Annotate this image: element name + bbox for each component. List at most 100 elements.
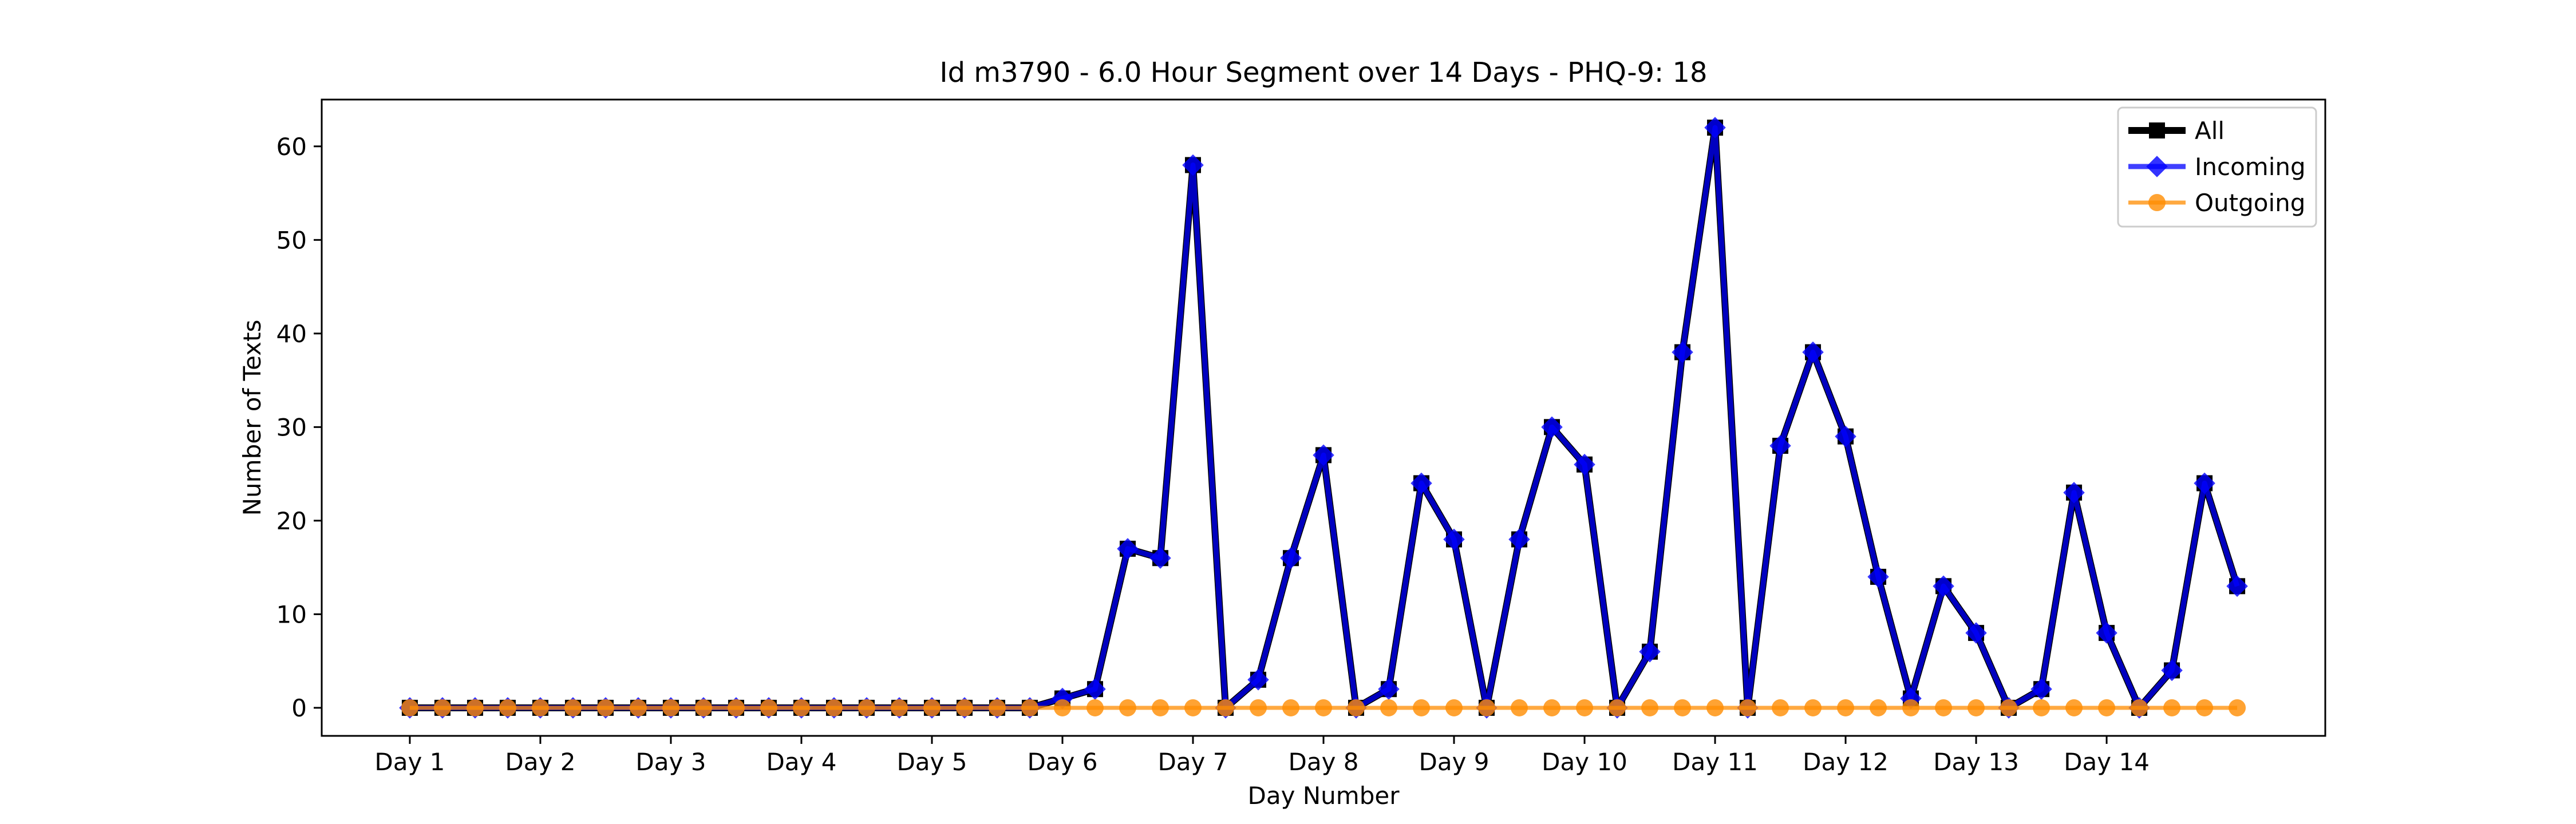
data-point-incoming — [1280, 547, 1302, 569]
data-point-outgoing — [858, 699, 875, 716]
data-point-incoming — [1802, 341, 1824, 363]
data-point-incoming — [1411, 472, 1432, 494]
x-tick-label: Day 8 — [1288, 748, 1358, 776]
x-tick-label: Day 5 — [896, 748, 967, 776]
x-tick-label: Day 2 — [505, 748, 575, 776]
data-point-incoming — [1835, 425, 1856, 447]
data-point-outgoing — [1086, 699, 1104, 716]
data-point-outgoing — [1445, 699, 1463, 716]
data-point-outgoing — [955, 699, 973, 716]
data-point-outgoing — [1772, 699, 1789, 716]
y-tick-label: 0 — [291, 694, 307, 722]
data-point-outgoing — [466, 699, 484, 716]
data-point-outgoing — [1380, 699, 1398, 716]
data-point-incoming — [2063, 482, 2085, 504]
data-point-outgoing — [1674, 699, 1692, 716]
data-point-incoming — [2161, 659, 2183, 682]
data-point-outgoing — [433, 699, 451, 716]
data-point-outgoing — [1870, 699, 1887, 716]
legend-entry-outgoing: Outgoing — [2128, 189, 2305, 217]
y-tick-label: 30 — [276, 413, 307, 441]
legend-label-outgoing: Outgoing — [2195, 189, 2305, 217]
data-point-incoming — [1639, 641, 1661, 663]
data-point-incoming — [1508, 528, 1530, 550]
data-point-outgoing — [1935, 699, 1953, 716]
data-point-outgoing — [401, 699, 418, 716]
data-point-incoming — [1965, 622, 1987, 644]
data-point-outgoing — [1119, 699, 1136, 716]
data-point-outgoing — [1053, 699, 1071, 716]
x-tick-label: Day 11 — [1672, 748, 1758, 776]
x-tick-label: Day 7 — [1157, 748, 1228, 776]
x-tick-label: Day 4 — [766, 748, 836, 776]
data-point-outgoing — [727, 699, 745, 716]
data-point-outgoing — [1315, 699, 1332, 716]
data-point-outgoing — [1804, 699, 1822, 716]
data-point-incoming — [1182, 154, 1204, 176]
y-tick-label: 10 — [276, 600, 307, 628]
y-tick-label: 40 — [276, 320, 307, 348]
data-point-outgoing — [1543, 699, 1561, 716]
legend-label-incoming: Incoming — [2195, 153, 2306, 181]
legend-frame — [2117, 106, 2317, 228]
data-point-incoming — [2226, 575, 2248, 597]
data-point-outgoing — [2000, 699, 2018, 716]
data-point-outgoing — [988, 699, 1006, 716]
data-point-outgoing — [1282, 699, 1299, 716]
data-point-outgoing — [564, 699, 582, 716]
data-point-outgoing — [1216, 699, 1234, 716]
legend-entry-incoming: Incoming — [2128, 153, 2306, 181]
series-layer — [399, 117, 2248, 719]
data-point-incoming — [1867, 566, 1889, 588]
data-point-outgoing — [2098, 699, 2116, 716]
data-point-outgoing — [2196, 699, 2214, 716]
data-point-outgoing — [1609, 699, 1626, 716]
data-point-outgoing — [1576, 699, 1594, 716]
data-point-outgoing — [1739, 699, 1757, 716]
x-tick-label: Day 10 — [1542, 748, 1627, 776]
data-point-incoming — [1117, 538, 1139, 560]
data-point-outgoing — [825, 699, 843, 716]
data-point-incoming — [1541, 416, 1563, 438]
x-tick-label: Day 1 — [374, 748, 445, 776]
data-point-incoming — [1247, 669, 1269, 691]
data-point-incoming — [1313, 444, 1334, 466]
y-axis-label: Number of Texts — [238, 320, 266, 516]
y-axis: 0 10 20 30 40 50 60 — [276, 133, 322, 722]
data-point-outgoing — [531, 699, 549, 716]
data-point-outgoing — [2033, 699, 2050, 716]
x-tick-label: Day 3 — [635, 748, 706, 776]
data-point-outgoing — [760, 699, 777, 716]
data-point-incoming — [1574, 454, 1595, 476]
data-point-outgoing — [499, 699, 516, 716]
data-point-incoming — [2194, 472, 2215, 494]
data-point-outgoing — [1706, 699, 1724, 716]
x-tick-label: Day 12 — [1803, 748, 1888, 776]
data-point-outgoing — [792, 699, 810, 716]
data-point-incoming — [1769, 435, 1791, 457]
x-axis: Day 1 Day 2 Day 3 Day 4 Day 5 Day 6 Day 7 Day 8… — [374, 736, 2150, 776]
data-point-outgoing — [2163, 699, 2181, 716]
data-point-incoming — [1672, 341, 1693, 363]
legend-marker-outgoing — [2148, 194, 2166, 211]
data-point-incoming — [1149, 547, 1171, 569]
y-tick-label: 50 — [276, 226, 307, 254]
data-point-outgoing — [1348, 699, 1365, 716]
x-tick-label: Day 13 — [1933, 748, 2019, 776]
x-tick-label: Day 6 — [1027, 748, 1097, 776]
data-point-outgoing — [662, 699, 679, 716]
x-axis-label: Day Number — [1247, 782, 1400, 810]
legend-entries: All Incoming Outgoing — [2128, 117, 2306, 217]
chart-title: Id m3790 - 6.0 Hour Segment over 14 Days… — [939, 57, 1707, 89]
x-tick-label: Day 14 — [2064, 748, 2150, 776]
data-point-outgoing — [1902, 699, 1920, 716]
x-tick-label: Day 9 — [1419, 748, 1490, 776]
legend-marker-incoming — [2146, 156, 2168, 177]
data-point-outgoing — [1249, 699, 1267, 716]
data-point-outgoing — [1967, 699, 1985, 716]
series-outgoing — [401, 699, 2246, 716]
data-point-outgoing — [1478, 699, 1496, 716]
data-point-outgoing — [2131, 699, 2148, 716]
data-point-incoming — [2096, 622, 2117, 644]
